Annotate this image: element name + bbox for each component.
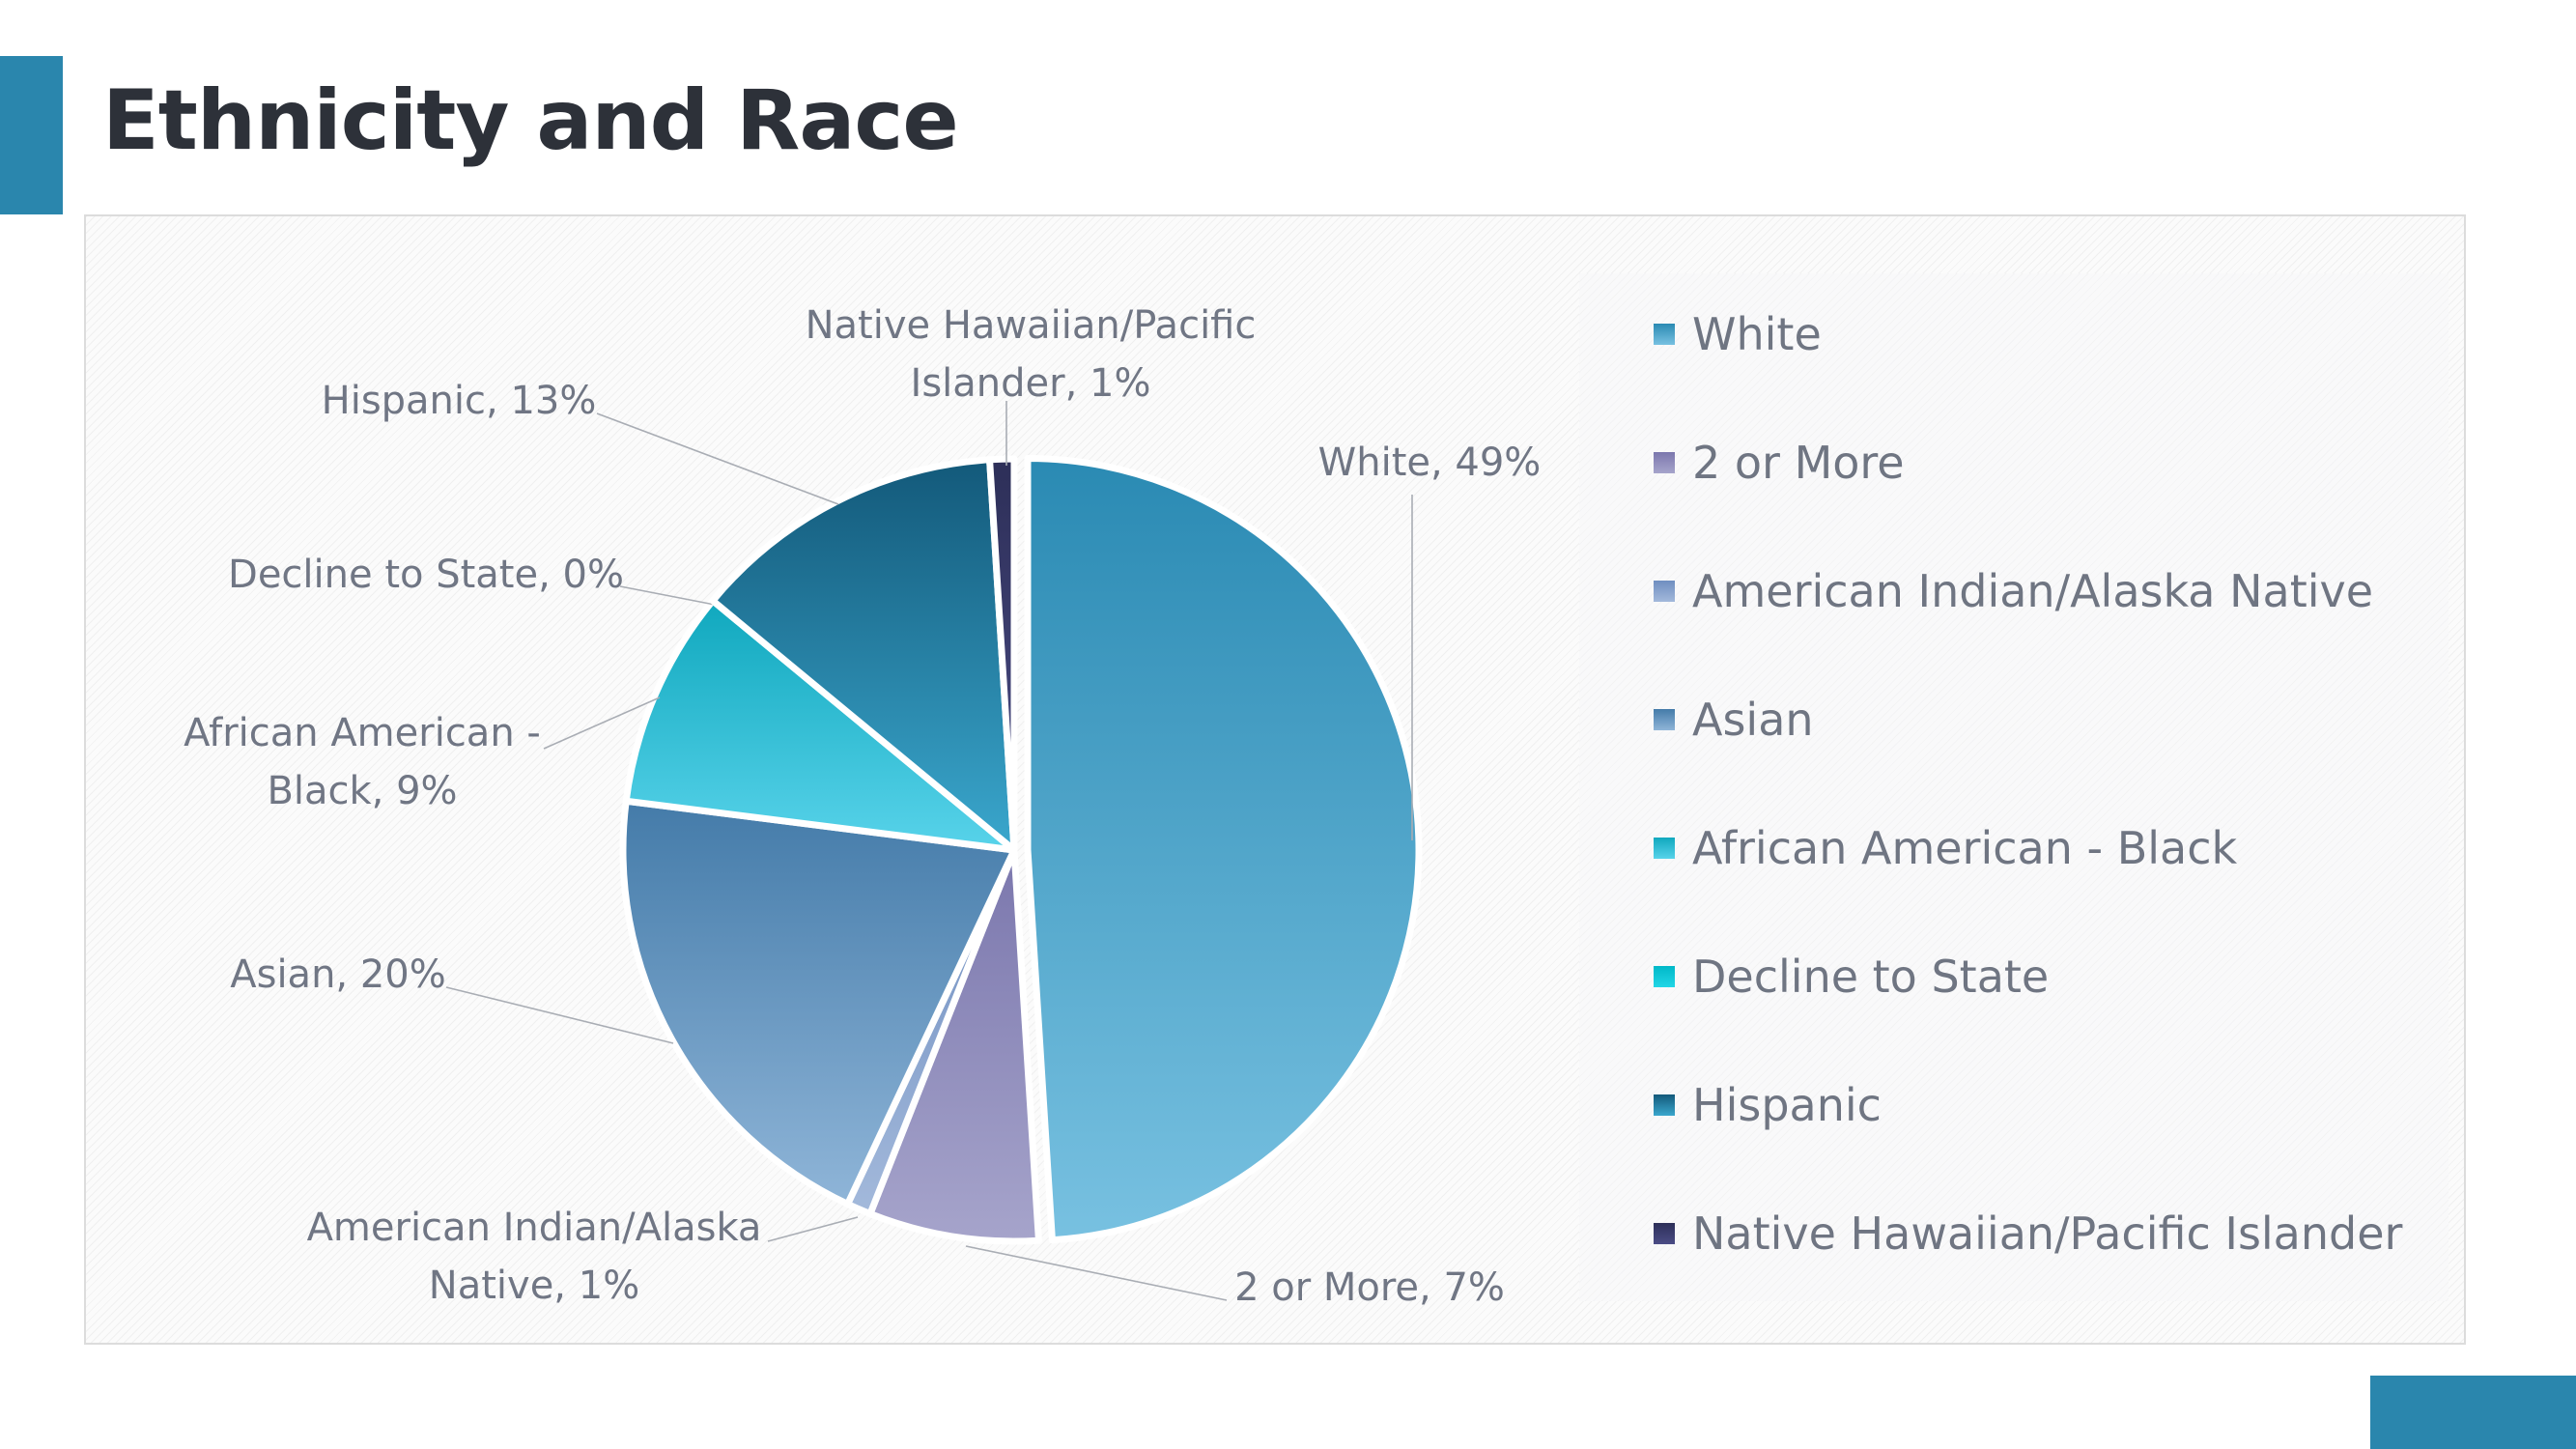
- leader-line-decline-to-state: [619, 585, 716, 606]
- legend-label: White: [1692, 308, 1822, 360]
- legend-swatch: [1654, 1094, 1675, 1116]
- legend-label: Hispanic: [1692, 1079, 1882, 1131]
- corner-accent-bar: [2370, 1376, 2576, 1449]
- legend-swatch: [1654, 581, 1675, 602]
- pie-slice-white: [1024, 455, 1423, 1244]
- leader-line-hispanic: [596, 412, 839, 505]
- pie-slice-asian: [619, 797, 1018, 1208]
- data-label-native-hawaiian-pacific-islander: Native Hawaiian/Pacific Islander, 1%: [806, 303, 1257, 406]
- legend-label: Decline to State: [1692, 951, 2050, 1003]
- data-label-white: White, 49%: [1318, 440, 1542, 485]
- legend-item-2-or-more: 2 or More: [1654, 429, 1905, 497]
- legend-label: African American - Black: [1692, 822, 2238, 874]
- legend-swatch: [1654, 452, 1675, 473]
- legend-item-native-hawaiian-pacific-islander: Native Hawaiian/Pacific Islander: [1654, 1200, 2402, 1267]
- leader-line-asian: [445, 986, 674, 1044]
- legend-item-african-american-black: African American - Black: [1654, 814, 2237, 882]
- leader-line-african-american-black: [543, 696, 661, 750]
- data-label-2-or-more: 2 or More, 7%: [1234, 1265, 1505, 1310]
- legend-swatch: [1654, 324, 1675, 345]
- pie-slice-2-or-more: [866, 846, 1042, 1245]
- leader-line-2-or-more: [965, 1245, 1228, 1301]
- legend-item-decline-to-state: Decline to State: [1654, 943, 2049, 1010]
- legend-label: Asian: [1692, 694, 1814, 746]
- data-label-african-american-black: African American -Black, 9%: [184, 711, 541, 813]
- pie-slice-hispanic: [709, 456, 1018, 854]
- data-label-hispanic: Hispanic, 13%: [322, 379, 597, 423]
- legend-item-asian: Asian: [1654, 686, 1814, 753]
- legend-swatch: [1654, 709, 1675, 730]
- legend-swatch: [1654, 1223, 1675, 1244]
- legend-item-american-indian-alaska-native: American Indian/Alaska Native: [1654, 557, 2373, 625]
- chart-legend: [1579, 273, 2449, 1301]
- legend-swatch: [1654, 838, 1675, 859]
- title-accent-bar: [0, 56, 63, 214]
- data-label-asian: Asian, 20%: [230, 952, 446, 997]
- pie-slice-native-hawaiian-pacific-islander: [986, 455, 1018, 854]
- legend-label: Native Hawaiian/Pacific Islander: [1692, 1208, 2403, 1260]
- legend-label: American Indian/Alaska Native: [1692, 565, 2374, 617]
- pie-slice-african-american-black: [622, 597, 1018, 854]
- legend-item-white: White: [1654, 300, 1822, 368]
- legend-label: 2 or More: [1692, 437, 1905, 489]
- page-title: Ethnicity and Race: [102, 72, 959, 169]
- legend-item-hispanic: Hispanic: [1654, 1071, 1882, 1139]
- data-label-american-indian-alaska-native: American Indian/Alaska Native, 1%: [307, 1206, 762, 1308]
- legend-swatch: [1654, 966, 1675, 987]
- leader-line-american-indian-alaska-native: [767, 1216, 859, 1242]
- data-label-decline-to-state: Decline to State, 0%: [228, 553, 624, 597]
